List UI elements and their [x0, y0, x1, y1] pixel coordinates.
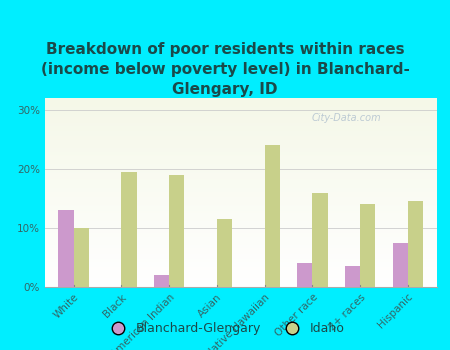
Bar [122, 172, 137, 287]
Bar [312, 193, 328, 287]
Bar [392, 243, 408, 287]
Bar [58, 210, 74, 287]
Bar [265, 145, 280, 287]
Bar [217, 219, 232, 287]
Text: City-Data.com: City-Data.com [311, 113, 381, 123]
Bar [74, 228, 89, 287]
Bar [169, 175, 184, 287]
Bar [154, 275, 169, 287]
Bar [345, 266, 360, 287]
Bar [408, 201, 423, 287]
Bar [360, 204, 375, 287]
Bar [297, 263, 312, 287]
Legend: Blanchard-Glengary, Idaho: Blanchard-Glengary, Idaho [100, 317, 350, 340]
Text: Breakdown of poor residents within races
(income below poverty level) in Blancha: Breakdown of poor residents within races… [40, 42, 410, 97]
